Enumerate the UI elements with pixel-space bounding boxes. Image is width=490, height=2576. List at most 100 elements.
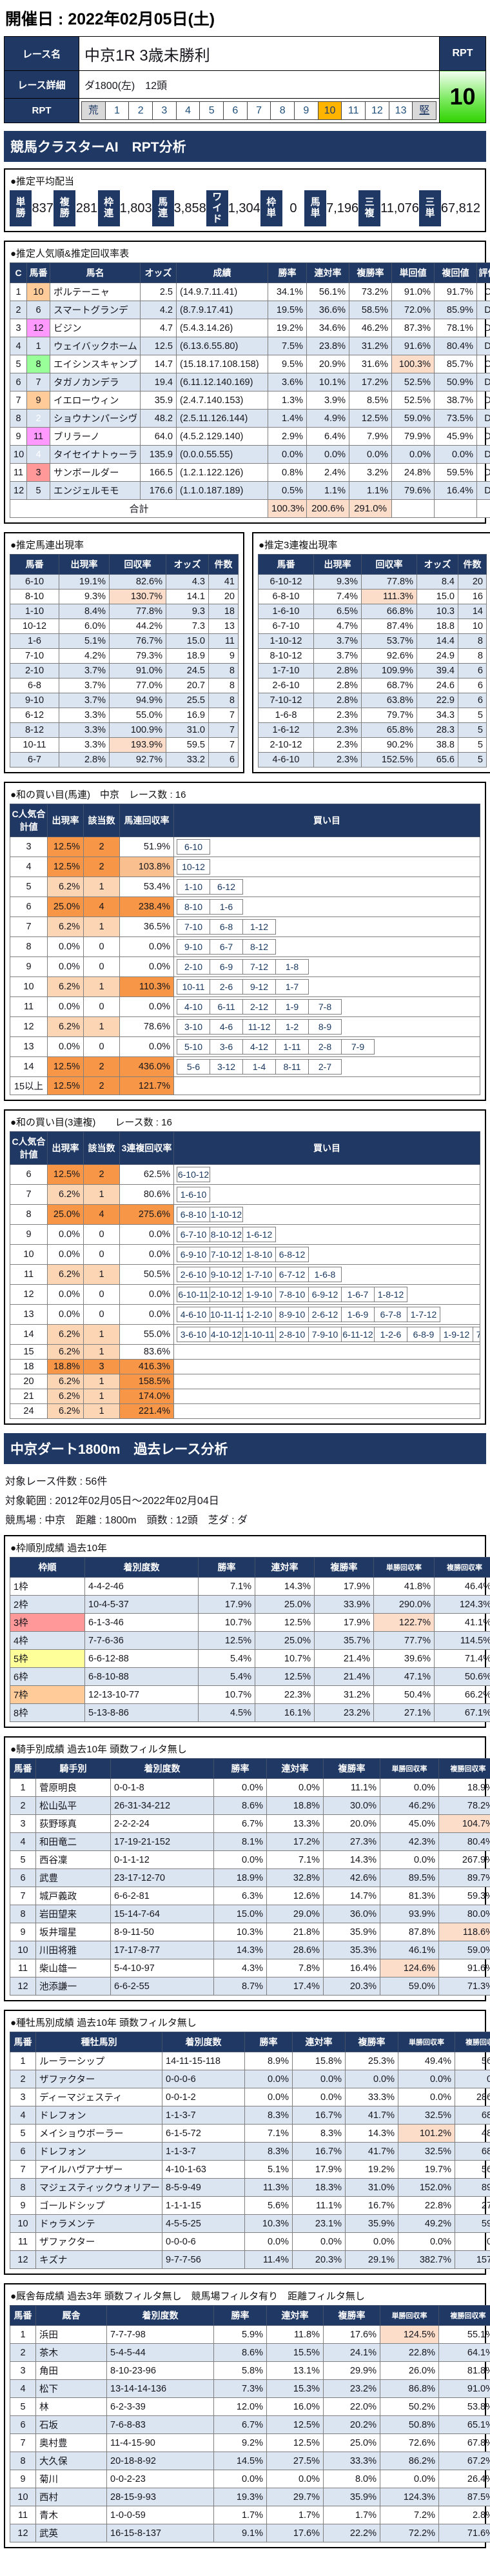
wa-sanren-col-count: 該当数 xyxy=(84,1132,120,1165)
jockey-cell: 78.2% xyxy=(439,1797,490,1815)
rpt-scale-item-10[interactable]: 10 xyxy=(318,101,342,120)
waku-cell: 12.5% xyxy=(255,1614,315,1632)
rpt-scale-item-11[interactable]: 11 xyxy=(341,101,366,120)
rpt-scale-item-4[interactable]: 4 xyxy=(176,101,201,120)
estimate-cell: (14.9.7.11.41) xyxy=(177,283,268,301)
estimate-cell: 1.3% xyxy=(268,391,307,410)
jockey-cell: 和田竜二 xyxy=(36,1833,111,1851)
sanren-cell: 22.9 xyxy=(417,693,458,708)
estimate-cell: (1.1.0.187.189) xyxy=(177,482,268,500)
jockey-cell: 104.7% xyxy=(439,1815,490,1833)
waku-cell: 10-4-5-37 xyxy=(85,1596,199,1614)
waku-cell: 77.7% xyxy=(374,1632,435,1650)
waku-col-fukret: 複勝回収率 xyxy=(435,1558,490,1578)
estimate-total-cell xyxy=(392,500,435,518)
payout-label: 枠単 xyxy=(260,190,282,226)
sire-cell: 6-1-5-72 xyxy=(162,2125,245,2143)
jockey-cell: 池添謙一 xyxy=(36,1977,111,1996)
stable-cell: 26.0% xyxy=(380,2362,439,2380)
estimate-cell: 20.9% xyxy=(307,355,349,373)
umaren-cell: 7-10 xyxy=(10,649,59,664)
wa-umaren-cell: 238.4% xyxy=(120,897,174,917)
waku-cell: 17.9% xyxy=(199,1596,255,1614)
umaren-cell: 8 xyxy=(209,679,239,693)
sire-cell: ザファクター xyxy=(36,2070,162,2088)
estimate-cell: 34.6% xyxy=(307,319,349,337)
estimate-cell: 59.5% xyxy=(435,464,477,482)
wa-sanren-cell: 15 xyxy=(10,1345,48,1360)
estimate-cell: 0.0% xyxy=(268,446,307,464)
estimate-col-c: C xyxy=(10,263,27,283)
sanren-col-ret: 回収率 xyxy=(362,555,417,575)
kaime-cell: 6-7-8 xyxy=(374,1307,407,1322)
kaime-cell: 1-9-12 xyxy=(440,1327,473,1342)
umaren-cell: 77.0% xyxy=(110,679,166,693)
stable-cell: 19.3% xyxy=(214,2488,267,2506)
umaren-cell: 33.2 xyxy=(166,753,209,768)
sire-cell: 27.8% xyxy=(455,2197,490,2215)
waku-cell: 25.0% xyxy=(255,1596,315,1614)
sanren-cell: 8 xyxy=(458,649,487,664)
rpt-scale-item-9[interactable]: 9 xyxy=(294,101,318,120)
rpt-scale-item-1[interactable]: 1 xyxy=(105,101,130,120)
waku-cell: 5枠 xyxy=(10,1650,85,1668)
sire-col-umaban: 馬番 xyxy=(10,2032,36,2052)
sire-cell: 0.0% xyxy=(293,2088,346,2106)
stable-cell: 33.3% xyxy=(324,2452,380,2470)
estimate-col-tanv: 単回値 xyxy=(392,263,435,283)
rpt-scale-item-堅[interactable]: 堅 xyxy=(412,101,436,120)
rpt-scale-item-8[interactable]: 8 xyxy=(270,101,295,120)
estimate-cell: 52.5% xyxy=(392,391,435,410)
kaime-cell: 2-12 xyxy=(242,999,276,1015)
estimate-cell: 24.8% xyxy=(392,464,435,482)
wa-umaren-cell: 9 xyxy=(10,957,48,977)
umaren-cell: 77.8% xyxy=(110,604,166,619)
sanren-cell: 14 xyxy=(458,604,487,619)
sanren-cell: 92.6% xyxy=(362,649,417,664)
wa-sanren-cell: 1 xyxy=(84,1325,120,1345)
estimate-cell: 35.9 xyxy=(141,391,177,410)
estimate-cell: 79.9% xyxy=(392,428,435,446)
sanren-cell: 24.6 xyxy=(417,679,458,693)
estimate-cell: (6.13.6.55.80) xyxy=(177,337,268,355)
sire-cell: 25.3% xyxy=(346,2052,398,2070)
rpt-scale-item-7[interactable]: 7 xyxy=(247,101,271,120)
rpt-scale-item-2[interactable]: 2 xyxy=(128,101,153,120)
kaime-cell: 7-9 xyxy=(341,1039,375,1055)
umaren-cell: 7.3 xyxy=(166,619,209,634)
estimate-cell: 10.1% xyxy=(307,373,349,391)
kaime-cell: 3-12 xyxy=(210,1059,243,1075)
sire-cell: 8 xyxy=(10,2179,36,2197)
sire-cell: 0-0-1-2 xyxy=(162,2088,245,2106)
stable-cell: 50.2% xyxy=(380,2398,439,2416)
waku-cell: 12-13-10-77 xyxy=(85,1686,199,1704)
sanren-cell: 5 xyxy=(458,723,487,738)
wa-umaren-cell: 6.2% xyxy=(48,877,84,897)
wa-sanren-cell: 6.2% xyxy=(48,1404,84,1419)
wa-sanren-cell: 158.5% xyxy=(120,1374,174,1389)
estimate-cell: (2.5.11.126.144) xyxy=(177,410,268,428)
sanren-cell: 14.4 xyxy=(417,634,458,649)
rpt-scale-item-3[interactable]: 3 xyxy=(152,101,177,120)
waku-cell: 47.1% xyxy=(374,1668,435,1686)
sire-cell: 31.0% xyxy=(346,2179,398,2197)
rpt-scale-item-6[interactable]: 6 xyxy=(223,101,248,120)
kaime-cell: 1-10 xyxy=(177,879,210,895)
rpt-scale-item-13[interactable]: 13 xyxy=(389,101,413,120)
payout-value: 11,076 xyxy=(380,190,419,226)
umaren-cell: 3.7% xyxy=(59,693,110,708)
rpt-scale-item-12[interactable]: 12 xyxy=(365,101,389,120)
sire-cell: 89.7% xyxy=(455,2179,490,2197)
rpt-scale-item-荒[interactable]: 荒 xyxy=(81,101,106,120)
sanren-cell: 68.7% xyxy=(362,679,417,693)
estimate-cell: (1.2.1.122.126) xyxy=(177,464,268,482)
sanren-cell: 63.8% xyxy=(362,693,417,708)
sire-cell: 0.0% xyxy=(398,2070,455,2088)
umaren-cell: 20.7 xyxy=(166,679,209,693)
umaren-cell: 18.9 xyxy=(166,649,209,664)
jockey-cell: 81.3% xyxy=(380,1887,439,1905)
wa-sanren-cell: 6.2% xyxy=(48,1325,84,1345)
kaime-cell: 2-10 xyxy=(177,959,210,975)
estimate-cell: 91.7% xyxy=(435,283,477,301)
rpt-scale-item-5[interactable]: 5 xyxy=(199,101,224,120)
